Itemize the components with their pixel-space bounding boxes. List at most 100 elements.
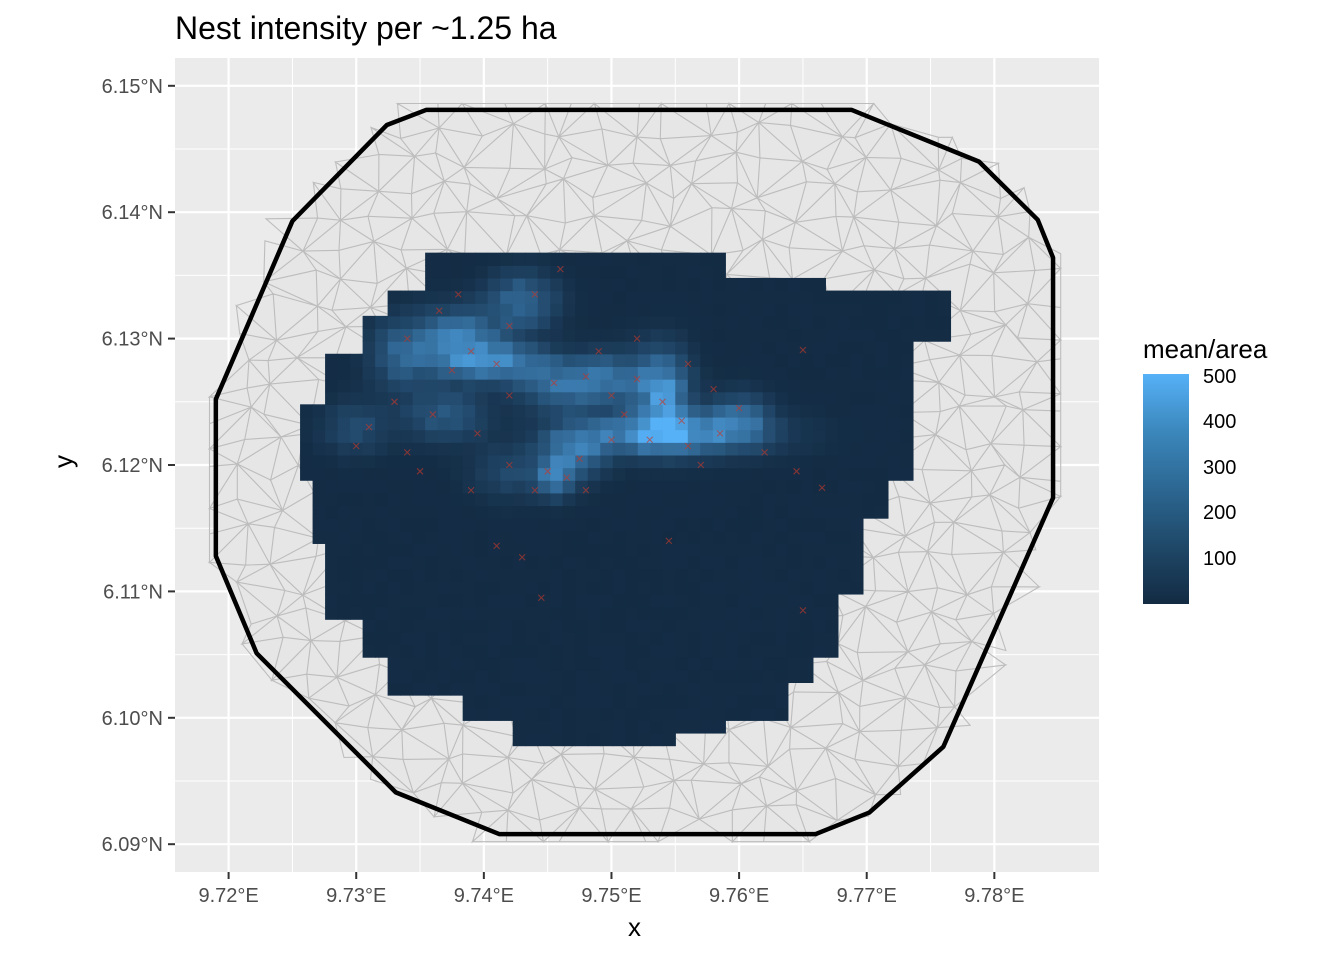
intensity-cell [850, 518, 864, 532]
intensity-cell [812, 416, 826, 431]
intensity-cell [737, 404, 751, 418]
intensity-cell [400, 429, 414, 443]
intensity-cell [650, 328, 664, 342]
intensity-cell [762, 467, 776, 481]
y-tick-label: 6.13°N [102, 329, 163, 351]
intensity-cell [687, 568, 701, 582]
intensity-cell [712, 631, 726, 646]
intensity-cell [512, 732, 526, 747]
intensity-cell [875, 492, 889, 507]
intensity-cell [487, 505, 501, 519]
intensity-cell [725, 391, 739, 405]
intensity-cell [537, 492, 551, 507]
intensity-cell [525, 252, 539, 266]
intensity-cell [450, 556, 464, 570]
intensity-cell [462, 252, 476, 266]
intensity-cell [475, 707, 489, 721]
intensity-cell [350, 581, 364, 595]
intensity-cell [650, 404, 664, 418]
legend-break-400: 400 [1203, 411, 1237, 433]
intensity-cell [462, 657, 476, 671]
intensity-cell [550, 543, 564, 557]
intensity-cell [850, 492, 864, 507]
intensity-cell [800, 644, 814, 658]
intensity-cell [725, 328, 739, 342]
intensity-cell [700, 619, 714, 633]
intensity-cell [712, 492, 726, 507]
intensity-cell [362, 568, 376, 582]
intensity-cell [712, 252, 726, 266]
intensity-cell [637, 480, 651, 494]
intensity-cell [675, 404, 689, 418]
intensity-cell [562, 315, 576, 330]
intensity-cell [550, 518, 564, 532]
intensity-cell [637, 290, 651, 304]
intensity-cell [450, 353, 464, 368]
intensity-cell [650, 265, 664, 279]
intensity-cell [450, 682, 464, 696]
intensity-cell [475, 341, 489, 355]
intensity-cell [612, 416, 626, 431]
intensity-cell [762, 442, 776, 456]
intensity-cell [662, 277, 676, 292]
intensity-cell [825, 593, 839, 608]
intensity-cell [862, 303, 877, 317]
intensity-cell [812, 568, 826, 582]
intensity-cell [425, 606, 439, 620]
intensity-cell [787, 518, 801, 532]
intensity-cell [787, 669, 801, 683]
intensity-cell [612, 720, 626, 734]
intensity-cell [600, 669, 614, 683]
intensity-cell [325, 581, 339, 595]
intensity-cell [650, 341, 664, 355]
intensity-cell [700, 391, 714, 405]
intensity-cell [400, 568, 414, 582]
intensity-cell [775, 518, 789, 532]
intensity-cell [900, 341, 914, 355]
intensity-cell [750, 290, 764, 304]
intensity-cell [400, 644, 414, 658]
intensity-cell [475, 644, 489, 658]
intensity-cell [500, 442, 514, 456]
intensity-cell [500, 379, 514, 393]
intensity-cell [700, 720, 714, 734]
intensity-cell [700, 606, 714, 620]
intensity-cell [475, 391, 489, 405]
intensity-cell [737, 695, 751, 709]
intensity-cell [675, 379, 689, 393]
intensity-cell [800, 606, 814, 620]
intensity-cell [562, 695, 576, 709]
intensity-cell [887, 442, 902, 456]
legend-break-200: 200 [1203, 502, 1237, 524]
intensity-cell [625, 265, 639, 279]
intensity-cell [837, 568, 851, 582]
intensity-cell [700, 631, 714, 646]
intensity-cell [875, 290, 889, 304]
intensity-cell [737, 631, 751, 646]
intensity-cell [837, 556, 851, 570]
intensity-cell [675, 480, 689, 494]
intensity-cell [687, 505, 701, 519]
intensity-cell [387, 366, 401, 380]
intensity-cell [637, 315, 651, 330]
intensity-cell [437, 657, 451, 671]
intensity-cell [450, 303, 464, 317]
intensity-cell [562, 606, 576, 620]
intensity-cell [887, 303, 902, 317]
intensity-cell [412, 429, 426, 443]
nest-point [537, 594, 545, 602]
nest-point [678, 417, 686, 425]
intensity-cell [350, 467, 364, 481]
intensity-cell [687, 619, 701, 633]
intensity-cell [562, 682, 576, 696]
intensity-cell [712, 303, 726, 317]
intensity-cell [462, 277, 476, 292]
y-axis-label: y [48, 455, 78, 468]
intensity-cell [562, 581, 576, 595]
intensity-cell [450, 480, 464, 494]
intensity-cell [487, 492, 501, 507]
intensity-cell [562, 416, 576, 431]
intensity-cell [612, 252, 626, 266]
intensity-cell [512, 619, 526, 633]
intensity-cell [812, 404, 826, 418]
